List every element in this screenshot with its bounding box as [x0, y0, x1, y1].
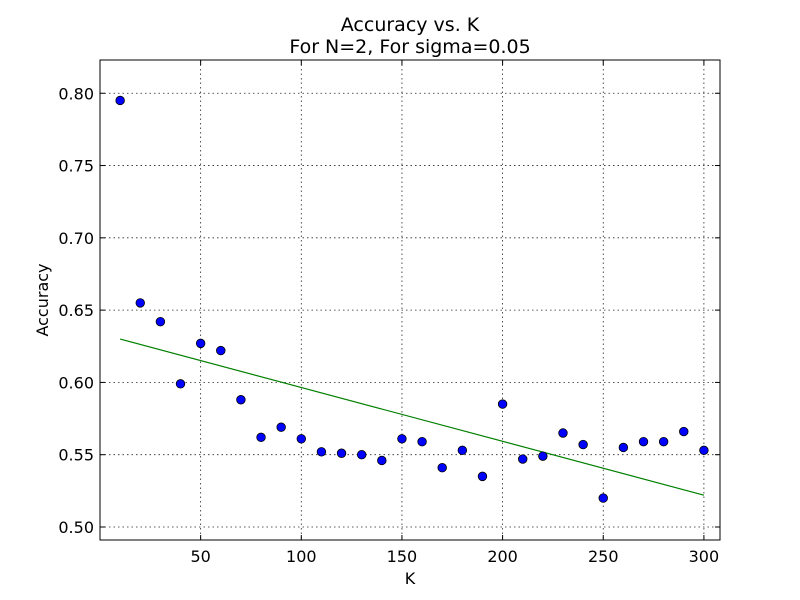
grid — [100, 60, 720, 540]
data-point — [558, 428, 568, 438]
data-point — [679, 426, 689, 437]
data-point — [135, 298, 145, 308]
x-tick-label: 50 — [190, 547, 210, 566]
y-tick-label: 0.55 — [58, 446, 94, 465]
data-point — [578, 439, 588, 450]
data-point — [236, 395, 246, 405]
x-axis-label: K — [405, 569, 416, 588]
data-point — [155, 316, 166, 327]
data-point — [699, 445, 709, 456]
data-point — [497, 399, 508, 409]
data-point — [256, 432, 266, 443]
data-point — [195, 338, 206, 349]
axis-ticks: 50 100 150 200 250 300 0.50 0.55 0.60 0.65 0.70 0.7… — [58, 60, 720, 566]
data-point — [216, 345, 226, 356]
data-point — [457, 445, 468, 456]
data-point — [356, 449, 367, 460]
data-point — [437, 463, 447, 473]
data-point — [296, 434, 306, 444]
x-tick-label: 250 — [588, 547, 619, 566]
data-point — [538, 451, 548, 461]
data-point — [377, 455, 387, 466]
y-tick-label: 0.50 — [58, 518, 94, 537]
data-point — [518, 454, 528, 464]
data-point — [397, 434, 407, 444]
chart-title: Accuracy vs. K — [341, 14, 480, 36]
data-point — [618, 442, 629, 453]
data-point — [598, 493, 608, 503]
y-tick-label: 0.60 — [58, 373, 94, 392]
x-tick-label: 200 — [487, 547, 518, 566]
data-point — [477, 471, 488, 482]
data-point — [175, 379, 186, 389]
data-point — [638, 436, 649, 447]
trend-line — [119, 338, 705, 496]
y-tick-label: 0.70 — [58, 229, 94, 248]
y-tick-label: 0.65 — [58, 301, 94, 320]
y-tick-label: 0.75 — [58, 157, 94, 176]
x-tick-label: 150 — [387, 547, 418, 566]
data-point — [276, 422, 286, 432]
series — [115, 95, 709, 503]
data-point — [658, 436, 669, 447]
y-tick-label: 0.80 — [58, 84, 94, 103]
data-point — [115, 95, 125, 106]
x-tick-label: 300 — [689, 547, 720, 566]
data-point — [316, 447, 327, 457]
y-axis-label: Accuracy — [33, 263, 52, 336]
x-tick-label: 100 — [286, 547, 317, 566]
data-point — [336, 448, 347, 458]
plot-frame — [99, 59, 721, 541]
chart-subtitle: For N=2, For sigma=0.05 — [289, 36, 530, 58]
data-point — [417, 436, 427, 447]
